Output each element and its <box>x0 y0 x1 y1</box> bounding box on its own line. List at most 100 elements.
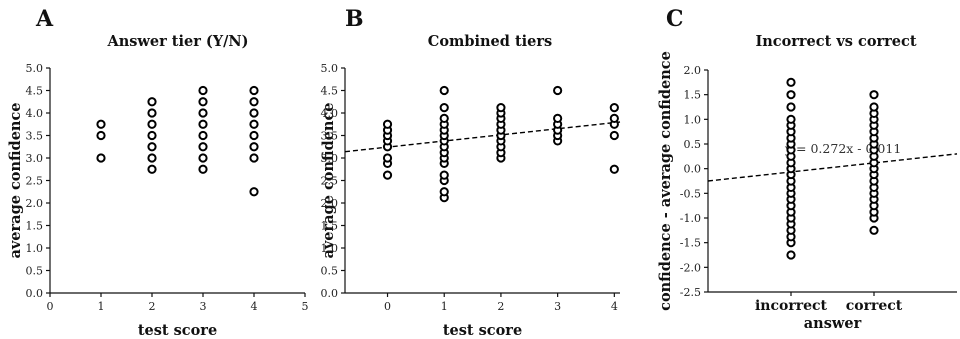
chart-b-data-point <box>382 170 393 180</box>
chart-a-data-point <box>198 164 208 174</box>
chart-a-data-point <box>147 97 157 107</box>
chart-c-category-label: correct <box>846 298 903 314</box>
chart-a-x-tick-label: 1 <box>98 300 105 313</box>
chart-b-title: Combined tiers <box>428 33 552 50</box>
chart-b-data-point <box>496 103 506 113</box>
chart-a-data-point <box>198 119 208 129</box>
chart-a-data-point <box>96 153 106 163</box>
chart-a-y-tick-label: 3.0 <box>26 152 44 165</box>
chart-a-y-tick-label: 4.0 <box>26 107 44 120</box>
chart-a-data-point <box>249 187 259 197</box>
chart-a-data-point <box>249 97 259 107</box>
chart-a-data-point <box>249 142 259 152</box>
chart-c-regression-equation: y = 0.272x - 0.011 <box>784 141 901 156</box>
panel-letter-b: B <box>345 6 364 32</box>
chart-a-data-point <box>198 142 208 152</box>
chart-a-title: Answer tier (Y/N) <box>106 33 248 50</box>
chart-b-data-point <box>439 85 449 96</box>
chart-a-data-point <box>249 153 259 163</box>
chart-c-data-point <box>869 90 879 100</box>
chart-b-y-tick-label: 3.0 <box>321 152 339 165</box>
chart-b-y-tick-label: 1.5 <box>321 220 339 233</box>
chart-b-y-tick-label: 0.0 <box>321 287 339 300</box>
chart-b-x-tick-label: 1 <box>441 300 448 313</box>
chart-c-data-point <box>786 102 796 112</box>
chart-c-data-point <box>869 225 879 235</box>
chart-b-data-point <box>553 85 563 96</box>
chart-c-data-point <box>786 90 796 100</box>
chart-a-data-point <box>147 153 157 163</box>
chart-c-y-tick-label: -2.5 <box>680 286 701 299</box>
chart-c-y-tick-label: -1.5 <box>680 237 701 250</box>
chart-b-y-axis-label: average confidence <box>320 102 337 258</box>
chart-b-y-tick-label: 2.5 <box>321 175 339 188</box>
chart-c-data-point <box>786 77 796 87</box>
chart-b-data-point <box>609 164 619 174</box>
chart-b-data-point <box>553 113 563 124</box>
chart-c-data-point <box>869 102 879 112</box>
chart-b-data-point <box>382 153 393 163</box>
chart-c-data-point <box>786 250 796 260</box>
chart-b: Combined tiers test score average confiden… <box>320 33 621 339</box>
chart-a-data-point <box>147 130 157 141</box>
chart-a-data-point <box>249 85 259 96</box>
chart-b-data-point <box>439 113 449 124</box>
chart-c-y-tick-label: 1.5 <box>684 89 702 102</box>
chart-b-x-tick-label: 0 <box>384 300 391 313</box>
chart-b-data-point <box>382 119 393 129</box>
chart-a-x-tick-label: 2 <box>149 300 156 313</box>
chart-b-data-point <box>609 103 619 113</box>
chart-b-y-tick-label: 4.0 <box>321 107 339 120</box>
chart-a-data-point <box>198 130 208 141</box>
chart-c-y-tick-label: -0.5 <box>680 187 701 200</box>
chart-a-x-tick-label: 3 <box>200 300 207 313</box>
chart-a-x-axis-label: test score <box>138 322 217 339</box>
chart-c-y-tick-label: 1.0 <box>684 113 702 126</box>
chart-a-y-axis-label: average confidence <box>7 102 24 258</box>
chart-b-y-tick-label: 1.0 <box>321 242 339 255</box>
chart-b-x-tick-label: 4 <box>611 300 618 313</box>
chart-a-y-tick-label: 2.5 <box>26 175 44 188</box>
chart-a-data-point <box>249 119 259 129</box>
chart-a-data-point <box>96 130 106 141</box>
chart-c-title: Incorrect vs correct <box>755 33 916 50</box>
chart-a-y-tick-label: 0.5 <box>26 265 44 278</box>
chart-c-y-axis-label: confidence - average confidence <box>657 51 674 311</box>
chart-b-y-tick-label: 3.5 <box>321 130 339 143</box>
chart-b-y-tick-label: 4.5 <box>321 85 339 98</box>
chart-a: Answer tier (Y/N) test score average confi… <box>7 33 309 339</box>
chart-a-y-tick-label: 5.0 <box>26 62 44 75</box>
chart-c-y-tick-label: 0.0 <box>684 163 702 176</box>
chart-a-x-tick-label: 0 <box>47 300 54 313</box>
chart-a-data-point <box>249 130 259 141</box>
chart-a-y-tick-label: 3.5 <box>26 130 44 143</box>
chart-b-x-axis-label: test score <box>443 322 522 339</box>
chart-b-data-point <box>439 170 449 180</box>
chart-a-y-tick-label: 1.0 <box>26 242 44 255</box>
chart-c-trendline <box>707 153 958 182</box>
chart-b-trendline <box>344 121 621 153</box>
chart-b-y-tick-label: 2.0 <box>321 197 339 210</box>
chart-a-y-tick-label: 0.0 <box>26 287 44 300</box>
chart-a-x-tick-label: 5 <box>302 300 309 313</box>
chart-a-data-point <box>198 97 208 107</box>
chart-c-y-tick-label: -2.0 <box>680 261 701 274</box>
chart-c-y-tick-label: 2.0 <box>684 64 702 77</box>
chart-b-data-point <box>439 103 449 113</box>
chart-a-y-tick-label: 1.5 <box>26 220 44 233</box>
chart-a-data-point <box>147 119 157 129</box>
panel-letter-c: C <box>666 6 684 32</box>
chart-c-x-axis-label: answer <box>804 315 862 332</box>
chart-a-data-point <box>147 164 157 174</box>
chart-c: Incorrect vs correct answer confidence - a… <box>657 33 958 332</box>
chart-a-data-point <box>96 119 106 129</box>
chart-b-y-tick-label: 5.0 <box>321 62 339 75</box>
chart-b-data-point <box>609 130 619 141</box>
chart-c-data-point <box>786 114 796 124</box>
chart-b-x-tick-label: 2 <box>497 300 504 313</box>
chart-a-data-point <box>198 153 208 163</box>
chart-a-data-point <box>198 108 208 118</box>
chart-c-category-label: incorrect <box>755 298 828 314</box>
panel-letter-a: A <box>35 6 54 32</box>
